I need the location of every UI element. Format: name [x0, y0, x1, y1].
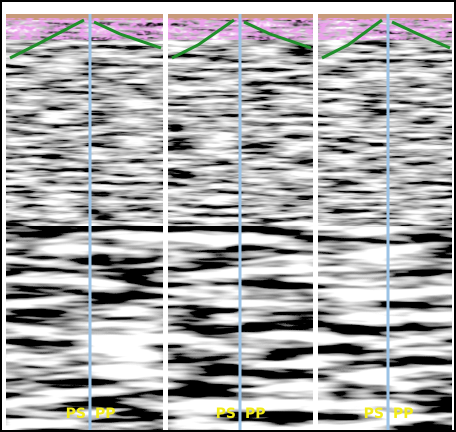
top-band	[318, 14, 452, 20]
right-label: PP	[95, 406, 116, 422]
first-break-left	[321, 18, 383, 60]
first-break-left	[171, 18, 235, 60]
first-break-right	[243, 20, 312, 50]
panel: PS PP	[6, 14, 163, 430]
seismic-upper	[6, 14, 163, 230]
panel: PS PP	[168, 14, 313, 430]
left-label: PS	[66, 406, 86, 422]
first-break-right	[93, 20, 162, 50]
first-break-right	[391, 20, 451, 50]
right-label: PP	[245, 406, 266, 422]
panel: PS PP	[318, 14, 452, 430]
seismic-lower	[6, 226, 163, 430]
seismic-lower	[318, 226, 452, 430]
magenta-traces	[318, 18, 452, 40]
top-band	[6, 14, 163, 20]
seismic-upper	[318, 14, 452, 230]
first-break-left	[9, 18, 85, 60]
right-label: PP	[393, 406, 414, 422]
left-label: PS	[216, 406, 236, 422]
left-label: PS	[364, 406, 384, 422]
